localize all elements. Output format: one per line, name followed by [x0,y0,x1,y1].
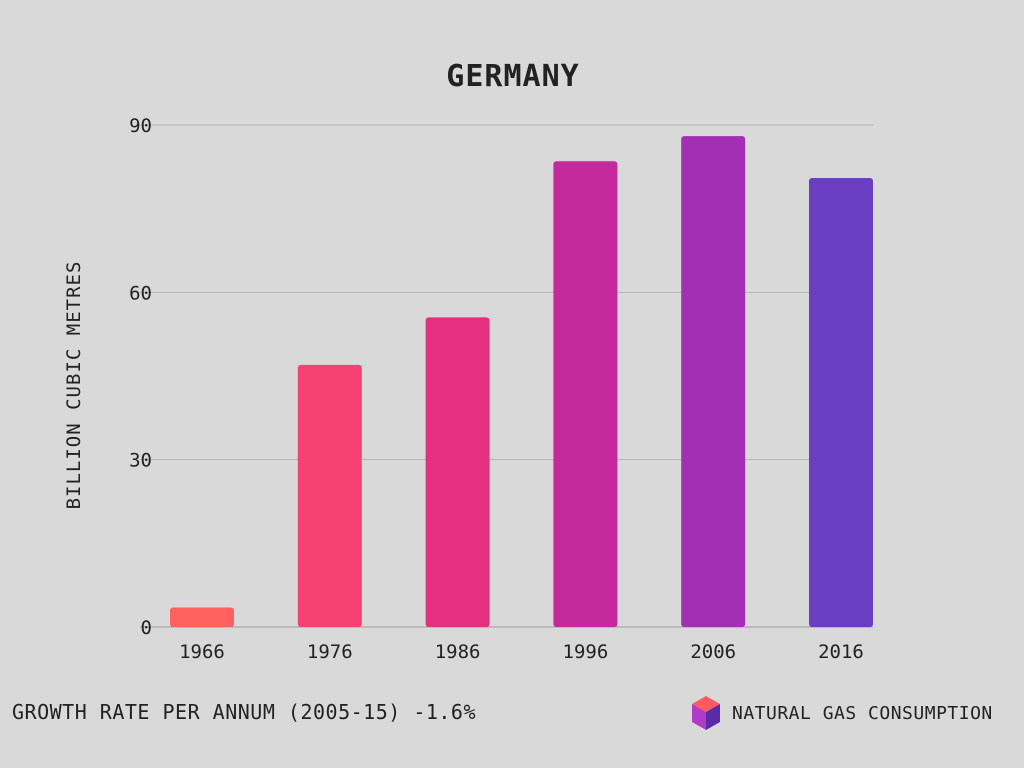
x-tick-label: 1996 [563,641,609,663]
x-tick-label: 1976 [307,641,353,663]
bar-1996 [553,161,618,627]
bar-2006 [681,136,746,627]
y-tick-label: 90 [129,115,152,137]
bar-1976 [297,364,362,627]
x-tick-label: 2006 [690,641,736,663]
x-axis-ticks: 1966 1976 1986 1996 2006 2016 [179,641,864,663]
bar-1966 [170,607,234,627]
x-tick-label: 1966 [179,641,225,663]
y-tick-label: 30 [129,450,152,472]
legend: NATURAL GAS CONSUMPTION [690,694,993,732]
y-axis-ticks: 0 30 60 90 [129,115,152,639]
bar-1986 [425,317,490,627]
y-tick-label: 0 [141,617,152,639]
growth-rate-note: GROWTH RATE PER ANNUM (2005-15) -1.6% [12,700,477,724]
y-tick-label: 60 [129,282,152,304]
bar-2016 [809,177,873,627]
cube-icon [692,696,720,730]
bars [170,136,873,627]
bar-chart: GERMANY 0 30 60 90 1966 1976 1986 1996 2006 2016… [63,59,873,663]
legend-label: NATURAL GAS CONSUMPTION [732,702,993,724]
gridlines [140,124,873,628]
chart-title: GERMANY [446,59,579,94]
x-tick-label: 2016 [818,641,864,663]
x-tick-label: 1986 [435,641,481,663]
y-axis-label: BILLION CUBIC METRES [63,261,85,510]
